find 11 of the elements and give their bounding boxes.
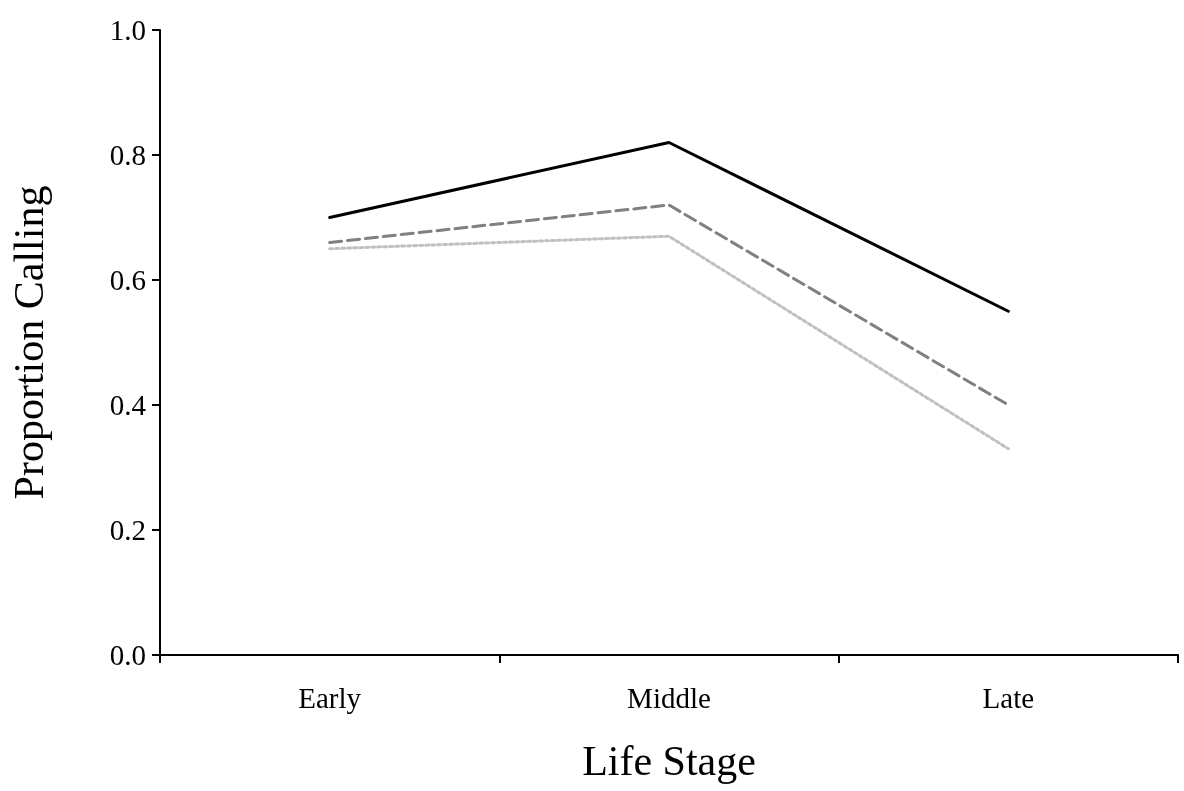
x-axis-title: Life Stage (582, 738, 756, 784)
x-tick-label: Early (298, 681, 362, 714)
y-tick-label: 0.2 (109, 514, 146, 546)
y-tick-label: 0.4 (109, 389, 147, 421)
x-tick-label: Middle (627, 681, 711, 714)
x-tick-label: Late (982, 681, 1035, 714)
y-tick-label: 0.8 (109, 139, 146, 171)
y-tick-label: 1.0 (109, 14, 146, 46)
y-axis-title: Proportion Calling (6, 185, 52, 500)
y-tick-label: 0.6 (109, 264, 146, 296)
y-tick-label: 0.0 (109, 639, 146, 671)
